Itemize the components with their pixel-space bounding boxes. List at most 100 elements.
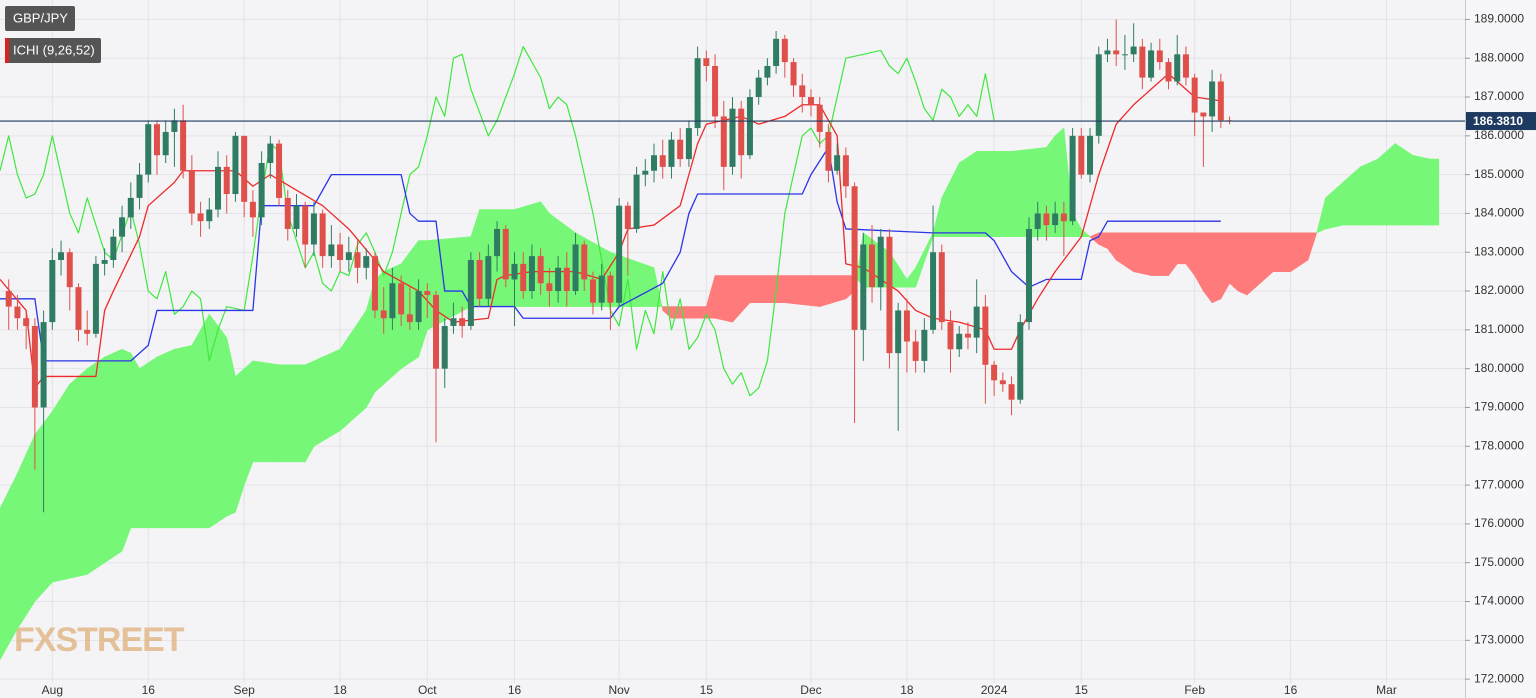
candle-body <box>31 325 38 408</box>
indicator-box <box>5 38 101 63</box>
cloud-segment <box>86 356 105 575</box>
tenkan-line <box>0 73 1221 389</box>
candle-body <box>84 329 91 334</box>
candle-body <box>895 310 902 354</box>
candle-body <box>685 128 692 160</box>
candle-layer <box>5 19 1233 513</box>
candle-body <box>912 341 919 361</box>
candle-body <box>712 65 719 117</box>
cloud-segment <box>1429 158 1440 226</box>
cloud-segment <box>784 275 821 307</box>
cloud-segment <box>1272 232 1291 272</box>
x-tick-label: Sep <box>233 683 255 697</box>
axis-layer: 172.0000 173.0000 174.0000 175.0000 176.0000… <box>42 12 1525 698</box>
candle-body <box>921 329 928 361</box>
cloud-segment <box>139 356 158 529</box>
candle-body <box>834 155 841 171</box>
candle-body <box>581 244 588 280</box>
last-price-box <box>1466 112 1536 131</box>
candle-body <box>215 166 222 210</box>
x-tick-label: 15 <box>700 683 714 697</box>
candle-body <box>624 205 631 229</box>
cloud-segment <box>69 367 88 579</box>
candle-body <box>738 108 745 156</box>
y-tick-label: 182.0000 <box>1474 283 1524 297</box>
candle-body <box>764 65 771 78</box>
cloud-segment <box>1237 232 1248 296</box>
candle-body <box>180 120 187 171</box>
symbol-box <box>5 6 75 31</box>
candle-body <box>127 197 134 218</box>
candle-body <box>119 217 126 237</box>
candle-body <box>1113 50 1120 55</box>
cloud-segment <box>1150 232 1169 276</box>
candle-body <box>1139 46 1146 78</box>
candle-body <box>66 252 73 288</box>
candle-body <box>877 236 884 288</box>
candle-body <box>563 267 570 292</box>
x-tick-label: 2024 <box>981 683 1008 697</box>
candle-body <box>293 205 300 229</box>
candle-body <box>258 162 265 218</box>
y-tick-label: 175.0000 <box>1474 555 1524 569</box>
candle-body <box>162 131 169 156</box>
candle-body <box>1130 46 1137 55</box>
candle-body <box>23 318 30 326</box>
candle-body <box>773 38 780 66</box>
cloud-segment <box>1211 232 1222 304</box>
cloud-segment <box>156 348 175 529</box>
candle-body <box>633 174 640 229</box>
candle-body <box>337 244 344 261</box>
candle-body <box>528 256 535 292</box>
cloud-segment <box>174 345 193 529</box>
cloud-segment <box>130 351 140 529</box>
indicator-label: ICHI (9,26,52) <box>13 42 95 57</box>
y-tick-label: 173.0000 <box>1474 632 1524 646</box>
candle-body <box>494 228 501 257</box>
cloud-segment <box>1307 232 1318 261</box>
candle-body <box>153 124 160 156</box>
x-tick-label: 15 <box>1075 683 1089 697</box>
candle-body <box>790 62 797 86</box>
candle-body <box>1078 135 1085 175</box>
candle-body <box>973 306 980 338</box>
cloud-segment <box>1081 228 1091 238</box>
candle-body <box>14 306 21 319</box>
y-tick-label: 181.0000 <box>1474 322 1524 336</box>
candle-body <box>537 256 544 284</box>
candle-body <box>842 155 849 187</box>
candle-body <box>982 306 989 365</box>
cloud-segment <box>121 348 132 552</box>
x-tick-label: 16 <box>142 683 156 697</box>
candle-body <box>1017 322 1024 400</box>
candle-body <box>197 213 204 222</box>
candle-body <box>476 260 483 299</box>
candle-body <box>668 139 675 167</box>
candle-body <box>511 263 518 280</box>
candle-body <box>1104 50 1111 55</box>
indicator-swatch <box>5 38 9 63</box>
candle-body <box>799 85 806 98</box>
chikou-line <box>0 45 995 397</box>
candle-body <box>241 135 248 202</box>
candle-body <box>145 124 152 175</box>
candle-body <box>92 263 99 334</box>
y-tick-label: 185.0000 <box>1474 167 1524 181</box>
candle-body <box>825 131 832 171</box>
y-tick-label: 172.0000 <box>1474 671 1524 685</box>
candle-body <box>1025 228 1032 323</box>
candle-body <box>1148 50 1155 78</box>
candle-body <box>869 244 876 288</box>
candle-body <box>1008 384 1015 400</box>
y-tick-label: 180.0000 <box>1474 361 1524 375</box>
cloud-segment <box>1360 158 1379 226</box>
y-tick-label: 179.0000 <box>1474 400 1524 414</box>
cloud-segment <box>252 360 280 463</box>
candle-body <box>206 209 213 222</box>
candle-body <box>188 170 195 214</box>
candle-body <box>267 143 274 163</box>
candle-body <box>284 197 291 229</box>
candle-body <box>450 318 457 326</box>
x-tick-label: 18 <box>333 683 347 697</box>
candle-body <box>424 291 431 295</box>
